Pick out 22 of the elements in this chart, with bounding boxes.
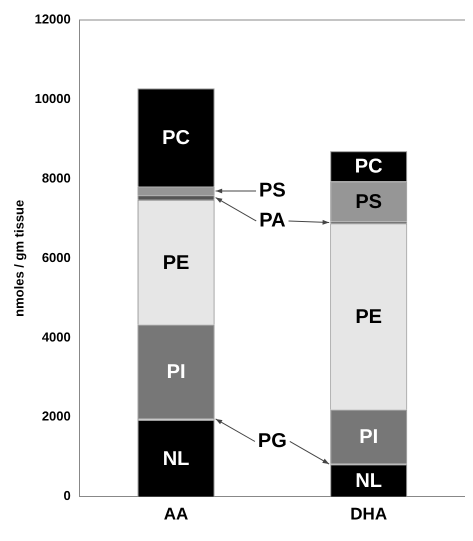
y-axis-title: nmoles / gm tissue (11, 200, 26, 317)
y-tick-label: 2000 (42, 408, 71, 424)
series-label: NL (355, 470, 382, 492)
x-tick-label: AA (164, 504, 188, 524)
text: PS (259, 179, 286, 202)
y-tick-label: 4000 (42, 329, 71, 344)
y-tick-label: 0 (64, 488, 71, 504)
text: PI (166, 360, 186, 383)
series-label: PI (359, 426, 378, 448)
text: PE (355, 306, 382, 328)
x-tick-label: DHA (350, 504, 388, 524)
text: PG (258, 430, 287, 452)
y-tick-label: 12000 (34, 12, 71, 27)
series-label: PC (354, 156, 383, 178)
series-label: PS (355, 191, 382, 214)
text: PA (259, 209, 286, 232)
y-tick-label: 6000 (42, 250, 71, 265)
text: NL (162, 448, 190, 470)
y-tick-label: 10000 (34, 91, 71, 106)
text: PC (162, 127, 190, 150)
series-label: PE (162, 252, 190, 274)
y-tick-label: 8000 (42, 170, 71, 186)
